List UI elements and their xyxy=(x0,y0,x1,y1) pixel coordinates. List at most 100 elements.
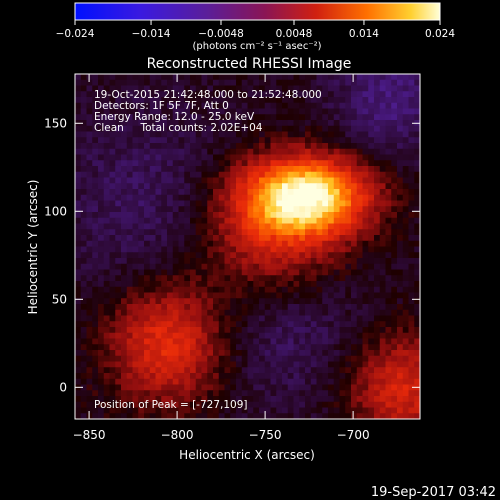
heatmap-cell xyxy=(368,338,375,345)
heatmap-cell xyxy=(98,413,105,419)
heatmap-cell xyxy=(184,378,191,385)
heatmap-cell xyxy=(351,413,358,419)
heatmap-cell xyxy=(230,252,237,259)
heatmap-cell xyxy=(201,223,208,230)
heatmap-cell xyxy=(149,148,156,155)
heatmap-cell xyxy=(293,252,300,259)
heatmap-cell xyxy=(195,200,202,207)
heatmap-cell xyxy=(115,292,122,299)
heatmap-cell xyxy=(126,97,133,104)
heatmap-cell xyxy=(270,206,277,213)
heatmap-cell xyxy=(184,258,191,265)
heatmap-cell xyxy=(253,91,260,98)
heatmap-cell xyxy=(276,223,283,230)
heatmap-cell xyxy=(161,407,168,414)
heatmap-cell xyxy=(264,166,271,173)
heatmap-cell xyxy=(75,263,82,270)
heatmap-cell xyxy=(339,120,346,127)
heatmap-cell xyxy=(414,97,420,104)
heatmap-cell xyxy=(385,355,392,362)
heatmap-cell xyxy=(75,206,82,213)
heatmap-cell xyxy=(207,321,214,328)
heatmap-cell xyxy=(259,390,266,397)
heatmap-cell xyxy=(115,114,122,121)
heatmap-cell xyxy=(397,355,404,362)
heatmap-cell xyxy=(132,171,139,178)
heatmap-cell xyxy=(138,143,145,150)
heatmap-cell xyxy=(351,298,358,305)
heatmap-cell xyxy=(368,292,375,299)
heatmap-cell xyxy=(195,143,202,150)
heatmap-cell xyxy=(80,350,87,357)
heatmap-cell xyxy=(362,166,369,173)
heatmap-cell xyxy=(333,74,340,81)
heatmap-cell xyxy=(207,79,214,86)
heatmap-cell xyxy=(201,338,208,345)
heatmap-cell xyxy=(138,373,145,380)
heatmap-cell xyxy=(322,108,329,115)
heatmap-cell xyxy=(356,148,363,155)
heatmap-cell xyxy=(218,206,225,213)
heatmap-cell xyxy=(184,235,191,242)
heatmap-cell xyxy=(138,85,145,92)
heatmap-cell xyxy=(305,143,312,150)
heatmap-cell xyxy=(414,373,420,380)
heatmap-cell xyxy=(356,350,363,357)
heatmap-cell xyxy=(379,108,386,115)
heatmap-cell xyxy=(103,120,110,127)
heatmap-cell xyxy=(167,332,174,339)
heatmap-cell xyxy=(328,217,335,224)
heatmap-cell xyxy=(132,384,139,391)
heatmap-cell xyxy=(132,367,139,374)
heatmap-cell xyxy=(86,131,93,138)
heatmap-cell xyxy=(75,407,82,414)
heatmap-cell xyxy=(144,258,151,265)
heatmap-cell xyxy=(351,327,358,334)
heatmap-cell xyxy=(98,327,105,334)
heatmap-cell xyxy=(293,384,300,391)
heatmap-cell xyxy=(230,384,237,391)
heatmap-cell xyxy=(167,258,174,265)
heatmap-cell xyxy=(115,240,122,247)
heatmap-cell xyxy=(316,212,323,219)
heatmap-cell xyxy=(161,344,168,351)
heatmap-cell xyxy=(397,154,404,161)
heatmap-cell xyxy=(299,240,306,247)
heatmap-cell xyxy=(362,108,369,115)
heatmap-cell xyxy=(259,286,266,293)
heatmap-cell xyxy=(144,97,151,104)
heatmap-cell xyxy=(397,166,404,173)
heatmap-cell xyxy=(299,344,306,351)
heatmap-cell xyxy=(339,350,346,357)
heatmap-cell xyxy=(184,396,191,403)
heatmap-cell xyxy=(241,120,248,127)
heatmap-cell xyxy=(213,286,220,293)
heatmap-cell xyxy=(132,91,139,98)
heatmap-cell xyxy=(75,281,82,288)
heatmap-cell xyxy=(224,390,231,397)
heatmap-cell xyxy=(264,350,271,357)
heatmap-cell xyxy=(167,275,174,282)
heatmap-cell xyxy=(207,85,214,92)
heatmap-cell xyxy=(75,396,82,403)
heatmap-cell xyxy=(230,189,237,196)
heatmap-cell xyxy=(362,114,369,121)
heatmap-cell xyxy=(276,120,283,127)
heatmap-cell xyxy=(316,281,323,288)
heatmap-cell xyxy=(397,396,404,403)
heatmap-cell xyxy=(115,246,122,253)
heatmap-cell xyxy=(305,160,312,167)
heatmap-cell xyxy=(328,338,335,345)
heatmap-cell xyxy=(155,355,162,362)
heatmap-cell xyxy=(172,79,179,86)
heatmap-cell xyxy=(213,189,220,196)
heatmap-cell xyxy=(207,200,214,207)
heatmap-cell xyxy=(264,384,271,391)
heatmap-cell xyxy=(167,143,174,150)
heatmap-cell xyxy=(98,286,105,293)
heatmap-cell xyxy=(167,304,174,311)
heatmap-cell xyxy=(391,137,398,144)
heatmap-cell xyxy=(98,217,105,224)
heatmap-cell xyxy=(126,131,133,138)
heatmap-cell xyxy=(138,298,145,305)
